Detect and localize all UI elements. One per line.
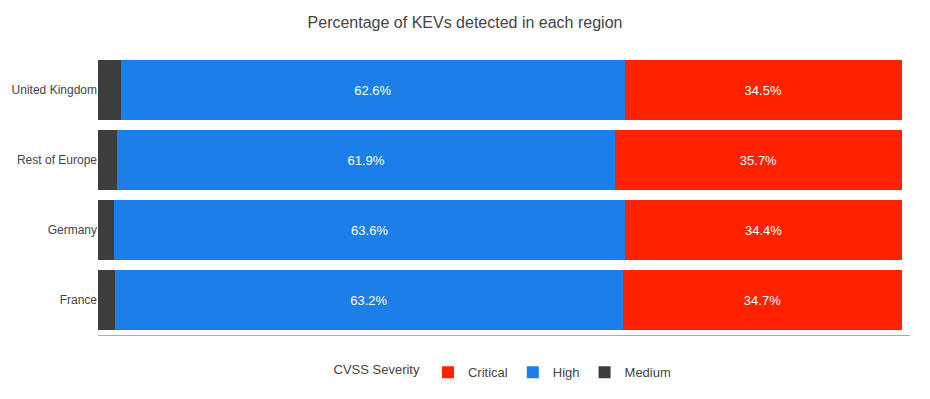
svg-text:CVSS Severity: CVSS Severity	[334, 362, 420, 377]
svg-text:63.2%: 63.2%	[350, 293, 387, 308]
svg-text:62.6%: 62.6%	[354, 83, 391, 98]
svg-text:Rest of Europe: Rest of Europe	[17, 153, 97, 167]
svg-text:Germany: Germany	[48, 223, 97, 237]
svg-text:Percentage of KEVs detected in: Percentage of KEVs detected in each regi…	[308, 14, 623, 31]
svg-text:Medium: Medium	[625, 365, 671, 380]
svg-text:United Kingdom: United Kingdom	[12, 83, 97, 97]
svg-text:35.7%: 35.7%	[740, 153, 777, 168]
svg-text:France: France	[60, 293, 98, 307]
svg-text:Critical: Critical	[468, 365, 508, 380]
svg-text:63.6%: 63.6%	[351, 223, 388, 238]
svg-text:High: High	[553, 365, 580, 380]
svg-text:61.9%: 61.9%	[347, 153, 384, 168]
svg-text:34.4%: 34.4%	[745, 223, 782, 238]
svg-text:34.5%: 34.5%	[745, 83, 782, 98]
svg-text:34.7%: 34.7%	[744, 293, 781, 308]
